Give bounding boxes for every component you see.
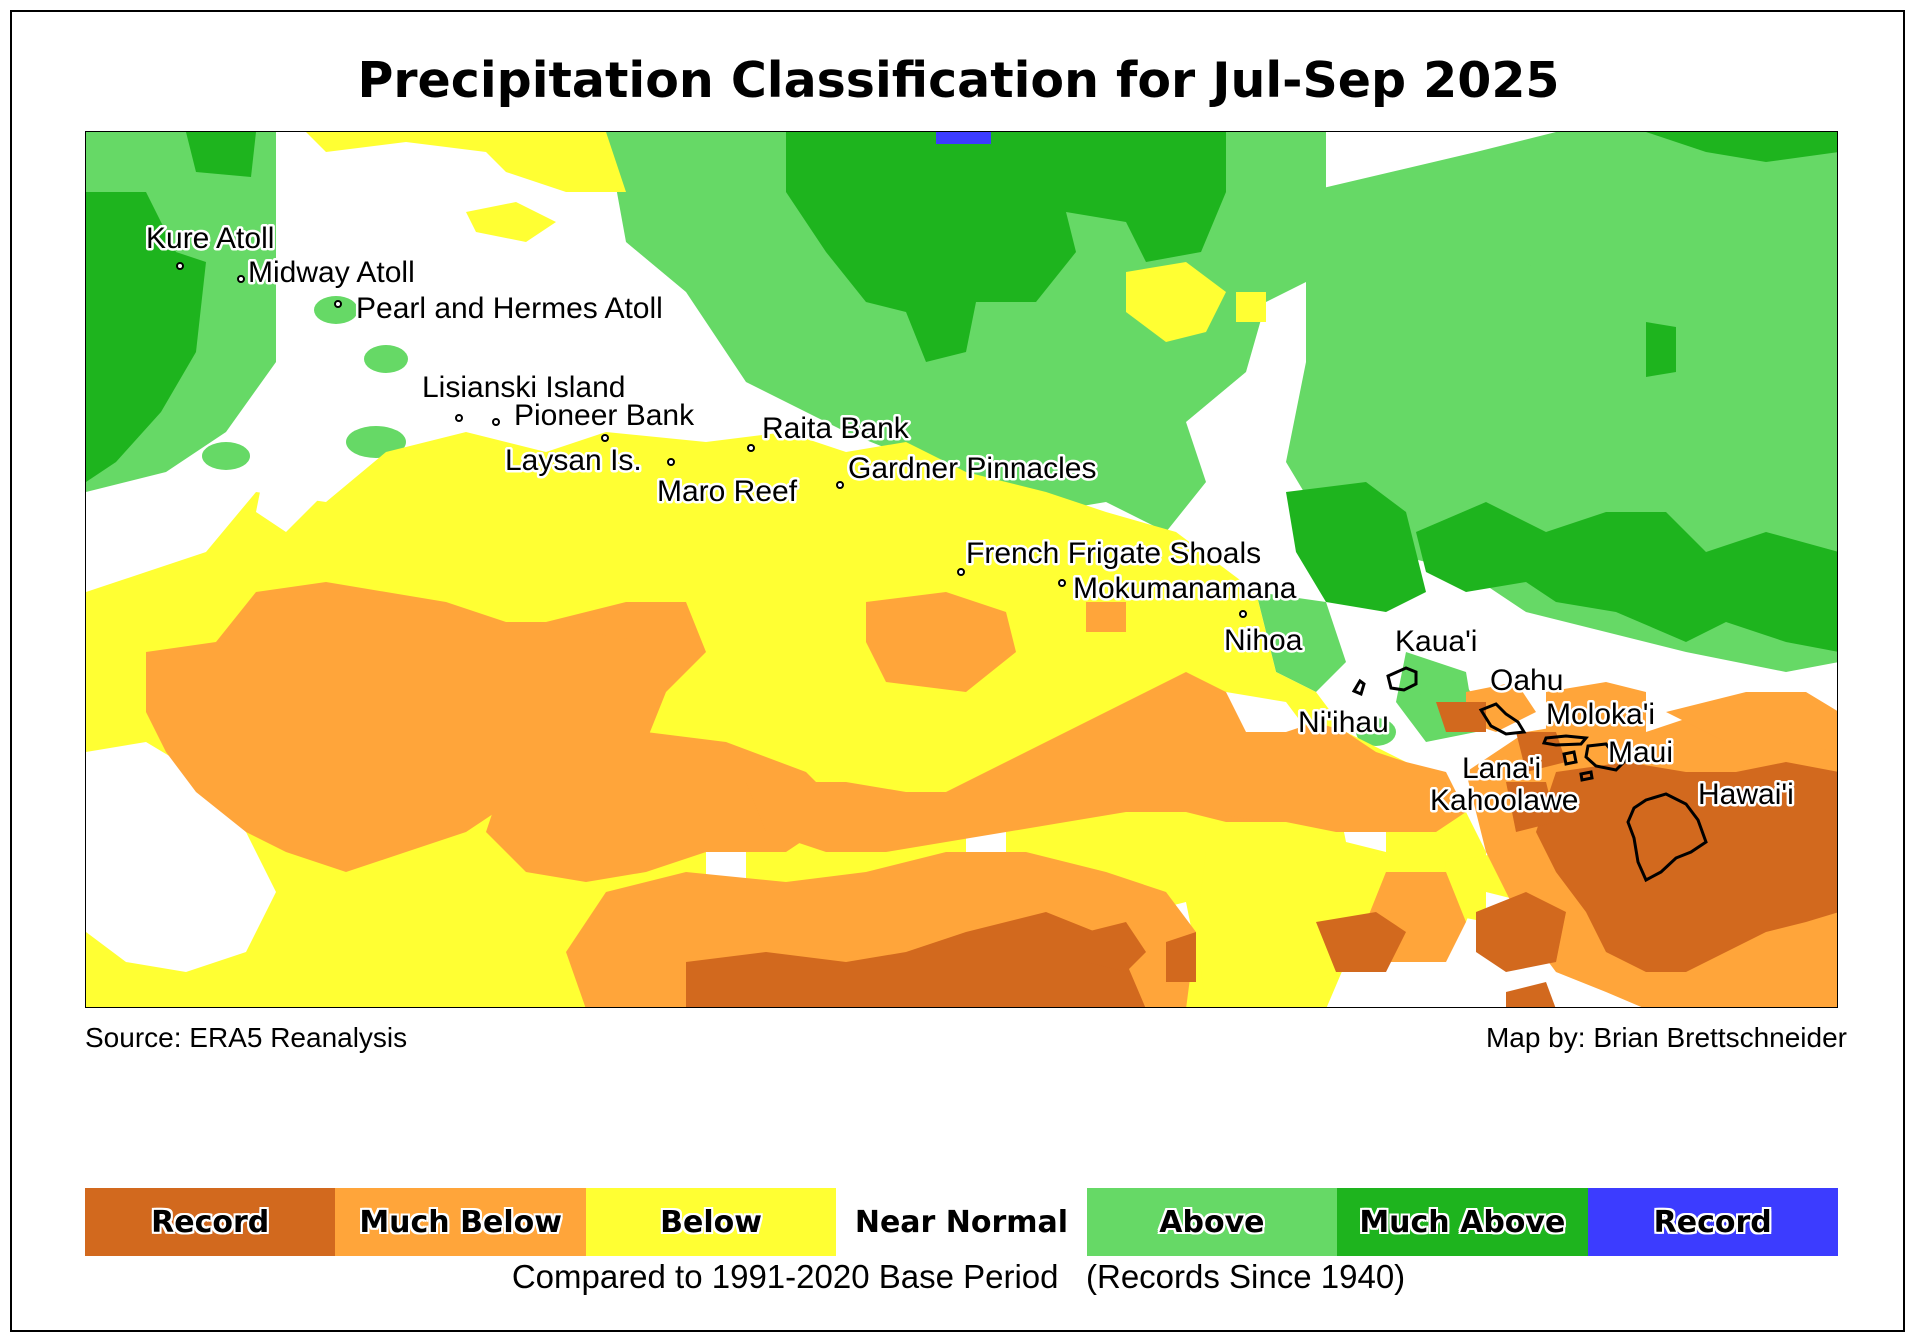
kahoolawe-outline — [1579, 770, 1594, 782]
map-title: Precipitation Classification for Jul-Sep… — [357, 52, 1560, 109]
raita-bank-marker — [747, 444, 755, 452]
legend-much-below: Much Below — [335, 1188, 586, 1256]
midway-atoll-marker — [237, 275, 245, 283]
lanai-outline — [1562, 750, 1578, 766]
legend-label: Record — [151, 1204, 270, 1240]
legend-label: Below — [660, 1204, 762, 1240]
source-credit: Source: ERA5 Reanalysis — [85, 1022, 408, 1053]
legend-label: Above — [1159, 1204, 1265, 1240]
label-pearl-hermes: Pearl and Hermes Atoll — [356, 292, 663, 325]
label-mokumanamana: Mokumanamana — [1073, 572, 1297, 605]
legend-record-dry: Record — [85, 1188, 336, 1256]
laysan-marker — [601, 434, 609, 442]
label-gardner: Gardner Pinnacles — [848, 452, 1096, 485]
legend-label: Near Normal — [854, 1204, 1069, 1240]
label-pioneer-bank: Pioneer Bank — [514, 399, 695, 432]
label-ffs: French Frigate Shoals — [966, 537, 1261, 570]
island-outlines — [1351, 666, 1708, 883]
label-maui: Maui — [1608, 736, 1673, 769]
legend-label: Much Below — [359, 1204, 562, 1240]
label-raita-bank: Raita Bank — [762, 412, 910, 445]
precipitation-map: Kure Atoll Midway Atoll Pearl and Hermes… — [85, 131, 1838, 1008]
label-oahu: Oahu — [1490, 664, 1563, 697]
much-above-regions — [86, 132, 1837, 652]
place-markers — [176, 262, 1247, 618]
maui-outline — [1584, 742, 1629, 772]
legend-bar: Record Much Below Below Near Normal Abov… — [85, 1188, 1838, 1256]
record-dry-regions — [686, 702, 1837, 1007]
gardner-marker — [836, 481, 844, 489]
mokumanamana-marker — [1058, 579, 1066, 587]
legend-record-wet: Record — [1587, 1188, 1838, 1256]
record-wet-region — [936, 132, 991, 144]
label-laysan: Laysan Is. — [505, 444, 642, 477]
pioneer-bank-marker — [492, 418, 500, 426]
legend-below: Below — [585, 1188, 837, 1256]
label-lisianski: Lisianski Island — [422, 371, 625, 404]
niihau-outline — [1351, 678, 1366, 697]
label-lanai: Lana'i — [1462, 752, 1541, 785]
lisianski-marker — [455, 414, 463, 422]
legend-near-normal: Near Normal — [836, 1188, 1087, 1256]
label-midway-atoll: Midway Atoll — [248, 256, 415, 289]
label-kahoolawe: Kahoolawe — [1430, 784, 1578, 817]
kure-atoll-marker — [176, 262, 184, 270]
legend-note: Compared to 1991-2020 Base Period (Recor… — [511, 1258, 1406, 1295]
label-kure-atoll: Kure Atoll — [146, 222, 274, 255]
pearl-hermes-marker — [334, 300, 342, 308]
legend-label: Much Above — [1359, 1204, 1566, 1240]
maro-reef-marker — [667, 458, 675, 466]
nihoa-marker — [1239, 610, 1247, 618]
legend-above: Above — [1086, 1188, 1338, 1256]
hawaii-outline — [1626, 792, 1708, 883]
label-niihau: Ni'ihau — [1298, 706, 1389, 739]
label-maro-reef: Maro Reef — [657, 475, 798, 508]
legend-label: Record — [1653, 1204, 1772, 1240]
author-credit: Map by: Brian Brettschneider — [1485, 1022, 1847, 1053]
label-molokai: Moloka'i — [1546, 698, 1655, 731]
legend-much-above: Much Above — [1337, 1188, 1588, 1256]
oahu-outline — [1478, 702, 1527, 736]
place-labels: Kure Atoll Midway Atoll Pearl and Hermes… — [144, 220, 1797, 820]
molokai-outline — [1541, 734, 1589, 747]
kauai-outline — [1386, 666, 1418, 692]
label-hawaii: Hawai'i — [1698, 778, 1794, 811]
ffs-marker — [957, 568, 965, 576]
label-kauai: Kaua'i — [1395, 625, 1477, 658]
figure-frame — [10, 10, 1905, 1332]
label-nihoa: Nihoa — [1224, 624, 1303, 657]
